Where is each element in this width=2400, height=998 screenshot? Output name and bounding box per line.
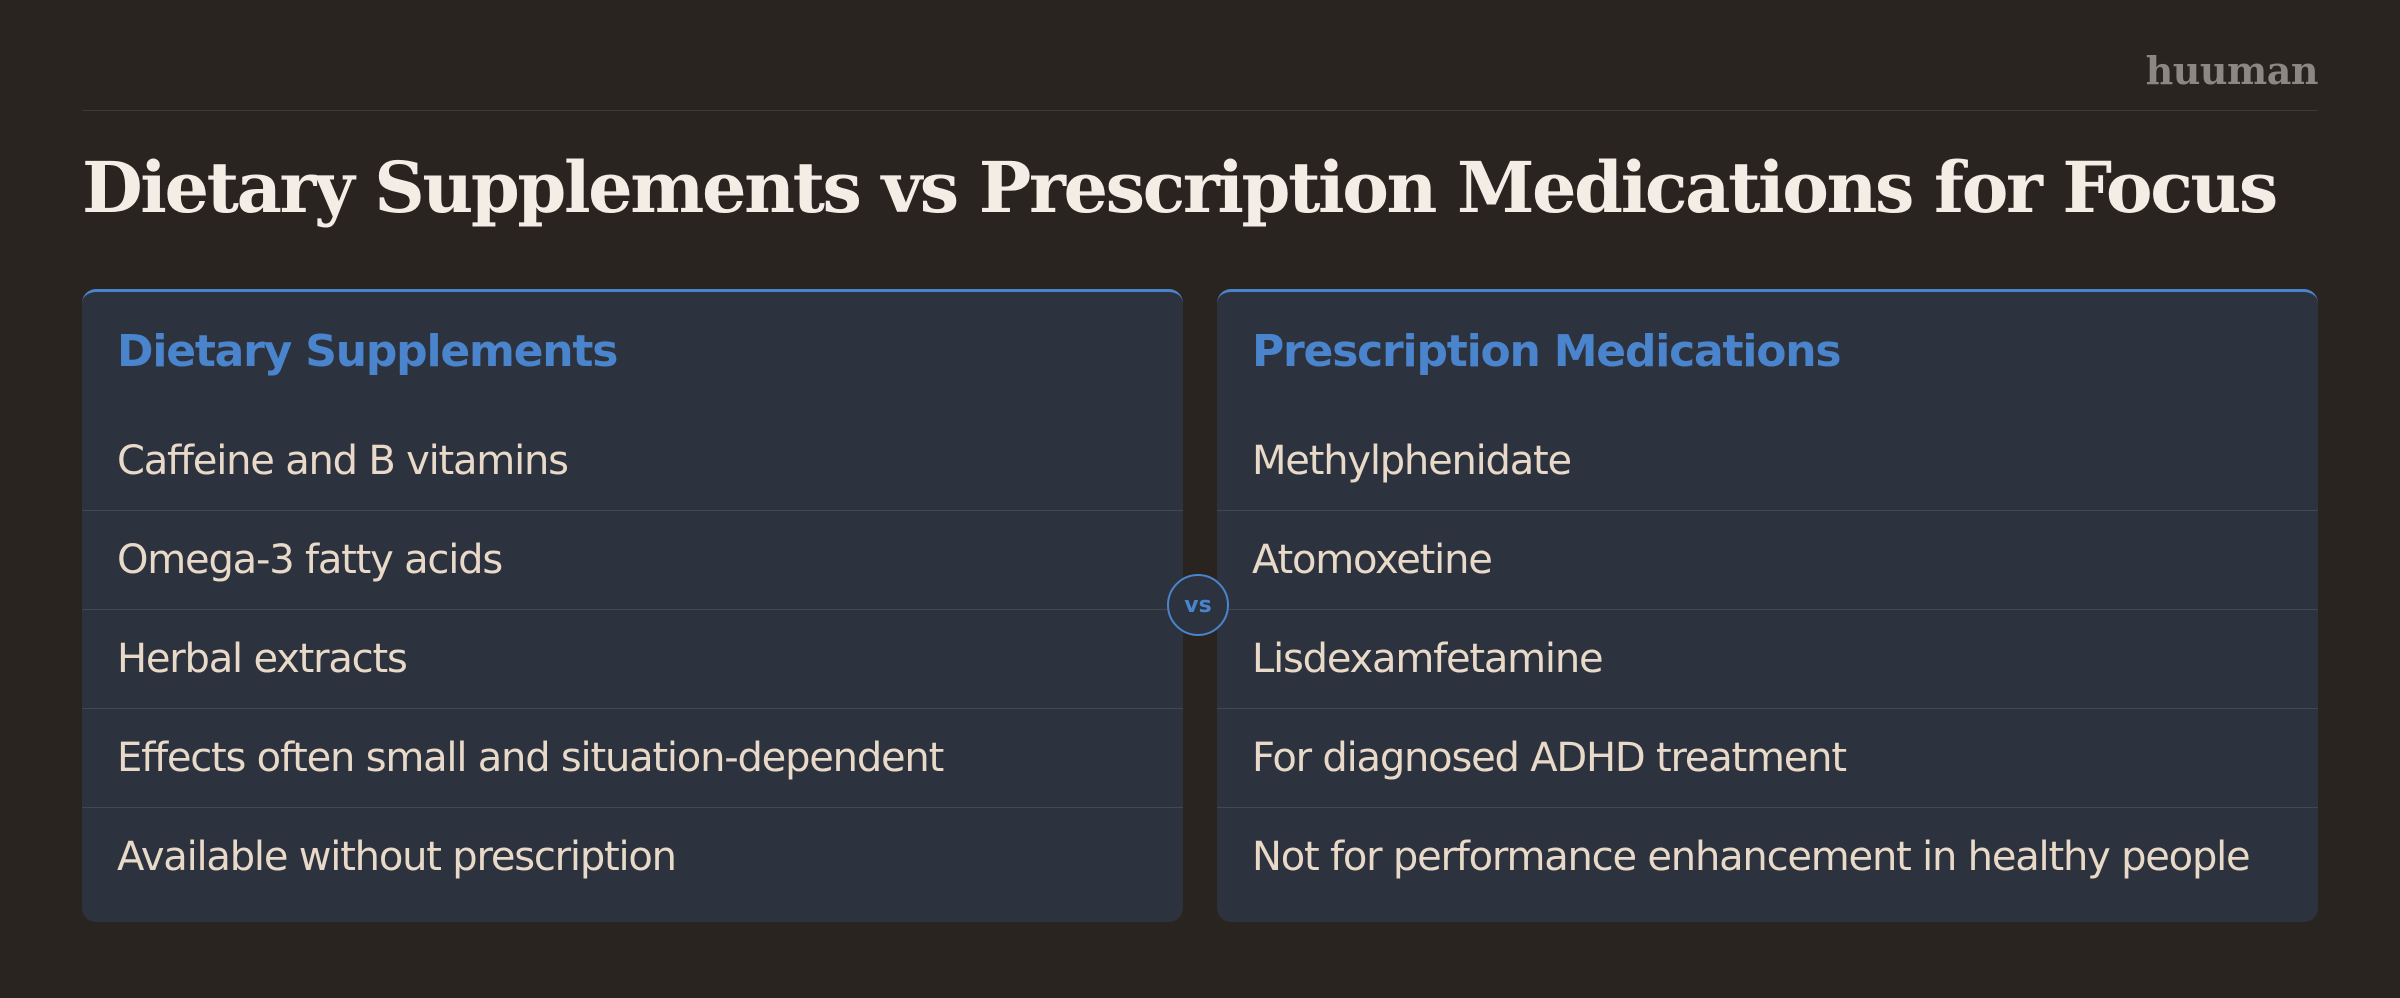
page-title: Dietary Supplements vs Prescription Medi… — [82, 146, 2278, 229]
list-item: Omega-3 fatty acids — [82, 511, 1183, 610]
medications-panel: Prescription Medications Methylphenidate… — [1217, 289, 2318, 922]
supplements-panel: Dietary Supplements Caffeine and B vitam… — [82, 289, 1183, 922]
supplements-heading: Dietary Supplements — [117, 326, 618, 377]
medications-list: Methylphenidate Atomoxetine Lisdexamfeta… — [1217, 412, 2318, 907]
list-item: Effects often small and situation-depend… — [82, 709, 1183, 808]
list-item: Methylphenidate — [1217, 412, 2318, 511]
brand-logo: huuman — [2145, 48, 2319, 93]
medications-heading: Prescription Medications — [1252, 326, 1842, 377]
supplements-list: Caffeine and B vitamins Omega-3 fatty ac… — [82, 412, 1183, 907]
list-item: Available without prescription — [117, 834, 677, 880]
vs-badge: vs — [1167, 574, 1229, 636]
list-item: Not for performance enhancement in healt… — [1252, 834, 2251, 880]
list-item: Lisdexamfetamine — [1217, 610, 2318, 709]
list-item: Herbal extracts — [82, 610, 1183, 709]
list-item: Atomoxetine — [1217, 511, 2318, 610]
header-divider — [82, 110, 2318, 111]
list-item: Caffeine and B vitamins — [82, 412, 1183, 511]
list-item: For diagnosed ADHD treatment — [1217, 709, 2318, 808]
